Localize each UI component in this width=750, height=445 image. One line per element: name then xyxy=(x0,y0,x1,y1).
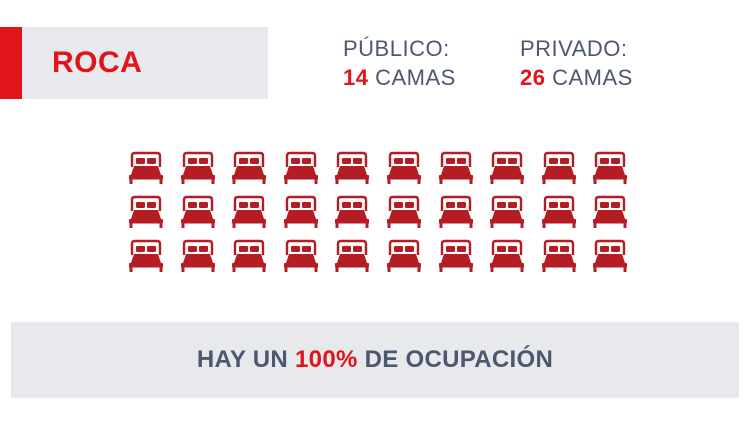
bed-icon xyxy=(283,195,318,228)
bed-icon xyxy=(232,151,267,184)
bed-icon xyxy=(593,195,628,228)
bed-icon xyxy=(283,239,318,272)
bed-grid xyxy=(128,151,638,273)
bed-icon xyxy=(283,151,318,184)
private-label: PRIVADO: xyxy=(520,36,628,61)
public-label: PÚBLICO: xyxy=(343,36,450,61)
page-title: ROCA xyxy=(52,46,143,79)
bed-icon xyxy=(232,195,267,228)
bed-icon xyxy=(387,195,421,228)
bed-icon xyxy=(438,239,473,272)
private-value: 26 CAMAS xyxy=(520,63,633,92)
title-accent-bar xyxy=(0,27,22,99)
occupancy-text: HAY UN 100% DE OCUPACIÓN xyxy=(11,322,739,398)
bed-icon xyxy=(129,239,163,272)
bed-icon xyxy=(490,239,525,272)
bed-icon xyxy=(335,151,370,184)
bed-icon xyxy=(438,151,473,184)
public-beds-stat: PÚBLICO: 14 CAMAS xyxy=(343,34,456,92)
bed-icon xyxy=(180,239,215,272)
occupancy-percent: 100% xyxy=(295,346,358,373)
bed-icon xyxy=(232,239,267,272)
bed-icon xyxy=(541,239,576,272)
bed-icon xyxy=(180,195,215,228)
bed-icon xyxy=(180,151,215,184)
bed-icon xyxy=(335,239,370,272)
public-value: 14 CAMAS xyxy=(343,63,456,92)
private-unit: CAMAS xyxy=(545,65,633,90)
occupancy-suffix: DE OCUPACIÓN xyxy=(357,346,554,373)
bed-icon xyxy=(129,151,163,184)
bed-icon xyxy=(490,195,525,228)
private-count: 26 xyxy=(520,65,546,90)
public-count: 14 xyxy=(343,65,369,90)
bed-icon xyxy=(335,195,370,228)
bed-icon xyxy=(593,151,628,184)
title-panel: ROCA xyxy=(0,27,268,99)
occupancy-panel: HAY UN 100% DE OCUPACIÓN xyxy=(11,322,739,398)
occupancy-prefix: HAY UN xyxy=(196,346,296,373)
bed-icon xyxy=(490,151,525,184)
bed-icon xyxy=(541,151,576,184)
bed-icon xyxy=(387,239,421,272)
bed-icon xyxy=(593,239,628,272)
private-beds-stat: PRIVADO: 26 CAMAS xyxy=(520,34,633,92)
bed-icon xyxy=(129,195,163,228)
public-unit: CAMAS xyxy=(368,65,456,90)
bed-icon xyxy=(438,195,473,228)
bed-icon xyxy=(541,195,576,228)
bed-icon xyxy=(387,151,421,184)
